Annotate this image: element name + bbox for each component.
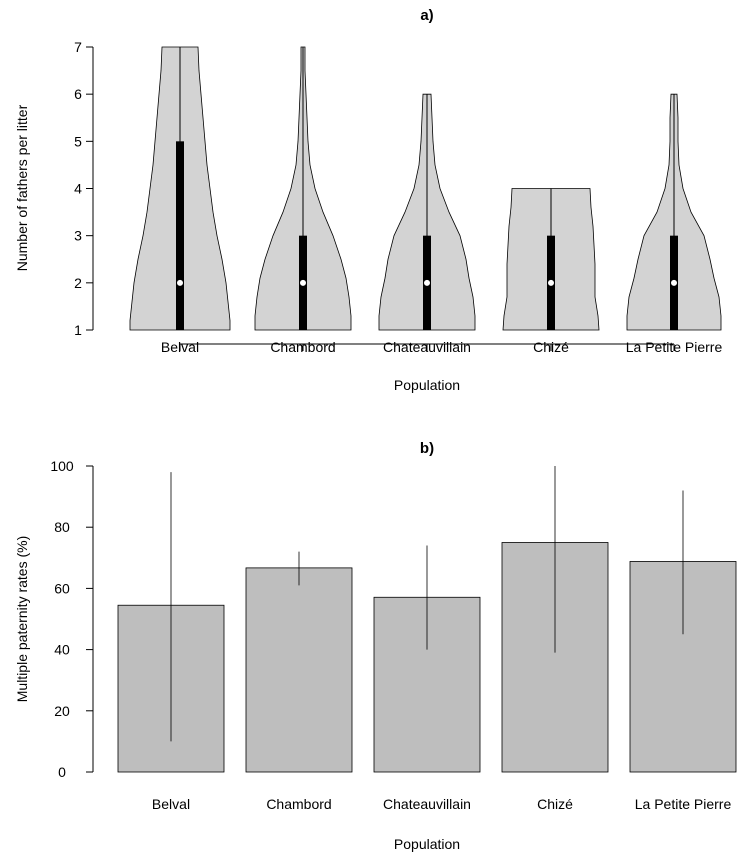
bar bbox=[245, 567, 353, 773]
violin-y-tick-label: 6 bbox=[74, 86, 82, 102]
violin-y-tick-label: 4 bbox=[74, 181, 82, 197]
violin-x-label: Population bbox=[394, 377, 460, 393]
violin-x-tick-label: La Petite Pierre bbox=[626, 339, 723, 355]
bar-x-tick-label: La Petite Pierre bbox=[635, 796, 732, 812]
violin-median-point bbox=[424, 279, 430, 286]
bar-y-tick-label: 60 bbox=[54, 580, 70, 596]
bar-y-tick-label: 20 bbox=[54, 703, 70, 719]
violin-median-point bbox=[300, 279, 306, 286]
bar-y-label: Multiple paternity rates (%) bbox=[14, 536, 30, 703]
violin-y-tick-label: 1 bbox=[74, 322, 82, 338]
bar-title: b) bbox=[420, 440, 434, 457]
violin-x-tick-label: Chizé bbox=[533, 339, 569, 355]
violin-y-ticks: 1 2 3 4 5 6 7 bbox=[74, 39, 93, 338]
violin-y-tick-label: 2 bbox=[74, 275, 82, 291]
violin-x-tick-label: Chambord bbox=[270, 339, 335, 355]
violin-median-point bbox=[177, 279, 183, 286]
bar-y-tick-label: 40 bbox=[54, 642, 70, 658]
violins bbox=[129, 46, 722, 331]
violin-y-tick-label: 5 bbox=[74, 133, 82, 149]
bars bbox=[117, 466, 737, 773]
bar-x-tick-label: Belval bbox=[152, 796, 190, 812]
violin-y-tick-label: 3 bbox=[74, 228, 82, 244]
violin-y-tick-label: 7 bbox=[74, 39, 82, 55]
violin-x-ticks: Belval Chambord Chateauvillain Chizé La Peti… bbox=[161, 339, 723, 355]
bar-x-label: Population bbox=[394, 836, 460, 852]
bar-x-tick-label: Chateauvillain bbox=[383, 796, 471, 812]
bar-panel: b) 0 20 40 60 80 100 Belval Chambord Chateauvil… bbox=[14, 440, 737, 852]
violin-x-tick-label: Belval bbox=[161, 339, 199, 355]
bar-x-tick-label: Chizé bbox=[537, 796, 573, 812]
violin-y-label: Number of fathers per litter bbox=[14, 104, 30, 271]
violin-title: a) bbox=[420, 7, 433, 24]
bar-y-ticks: 0 20 40 60 80 100 bbox=[50, 458, 93, 780]
bar-y-tick-label: 100 bbox=[50, 458, 74, 474]
bar-y-tick-label: 0 bbox=[58, 764, 66, 780]
violin-median-point bbox=[671, 279, 677, 286]
bar-x-tick-label: Chambord bbox=[266, 796, 331, 812]
bar-x-ticks: Belval Chambord Chateauvillain Chizé La Peti… bbox=[152, 796, 732, 812]
bar-y-tick-label: 80 bbox=[54, 519, 70, 535]
violin-box bbox=[176, 141, 184, 330]
violin-x-tick-label: Chateauvillain bbox=[383, 339, 471, 355]
violin-panel: a) 1 2 3 4 5 6 7 Belval Chambord Chateauvillain C… bbox=[14, 7, 722, 393]
violin-median-point bbox=[548, 279, 554, 286]
